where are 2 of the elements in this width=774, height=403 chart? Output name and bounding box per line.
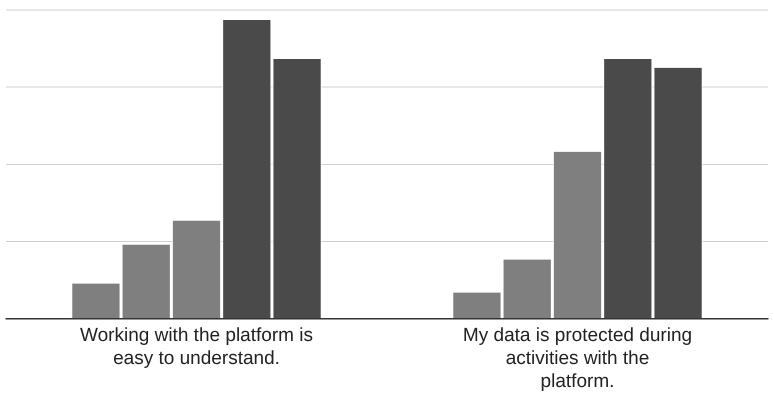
x-tick-label: My data is protected during activities with the platform.: [462, 325, 692, 392]
x-tick-label: Working with the platform is easy to understand.: [80, 325, 314, 370]
